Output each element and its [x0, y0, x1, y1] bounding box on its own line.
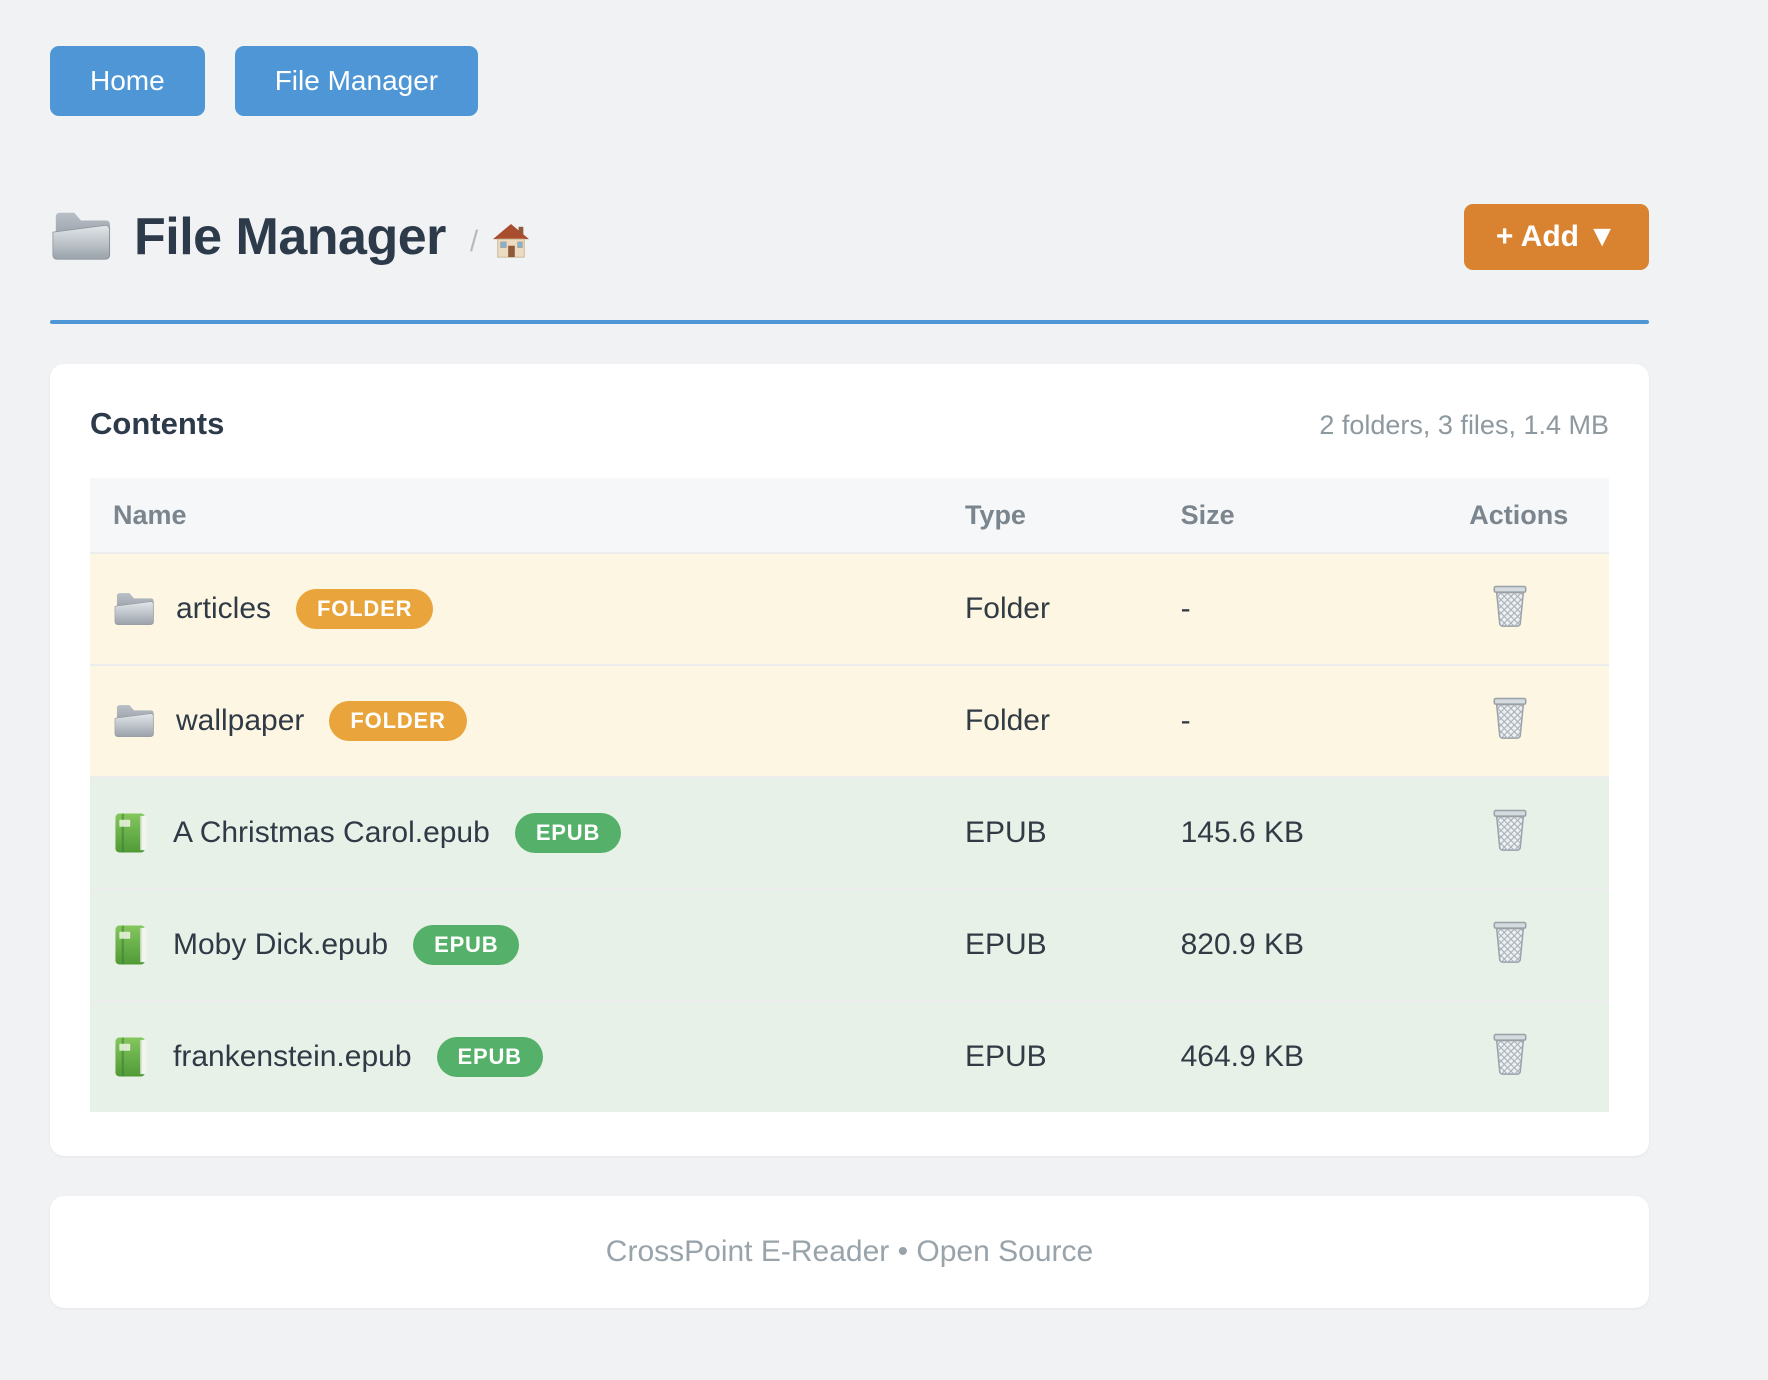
column-header-type: Type	[964, 499, 1026, 530]
trash-icon[interactable]	[1491, 1031, 1529, 1075]
file-name[interactable]: articles	[176, 592, 272, 625]
trash-icon[interactable]	[1491, 695, 1529, 739]
column-header-name: Name	[113, 499, 187, 530]
page-header: File Manager / + Add ▼	[50, 204, 1649, 270]
file-name[interactable]: wallpaper	[176, 704, 305, 737]
file-name[interactable]: A Christmas Carol.epub	[173, 816, 490, 849]
page-title: File Manager	[134, 208, 446, 266]
book-icon	[113, 1036, 149, 1078]
type-badge: FOLDER	[329, 701, 467, 741]
contents-summary: 2 folders, 3 files, 1.4 MB	[1319, 410, 1609, 440]
trash-icon[interactable]	[1491, 919, 1529, 963]
table-row[interactable]: frankenstein.epub EPUB EPUB 464.9 KB	[90, 1000, 1609, 1112]
table-row[interactable]: A Christmas Carol.epub EPUB EPUB 145.6 K…	[90, 776, 1609, 888]
home-icon[interactable]	[492, 223, 530, 259]
file-name[interactable]: Moby Dick.epub	[173, 928, 389, 961]
size-cell: -	[1180, 592, 1191, 625]
file-name[interactable]: frankenstein.epub	[173, 1040, 412, 1073]
folder-icon	[113, 591, 155, 628]
type-badge: FOLDER	[296, 589, 434, 629]
add-button[interactable]: + Add ▼	[1463, 204, 1649, 270]
table-header: Name Type Size Actions	[90, 478, 1609, 552]
type-cell: EPUB	[964, 928, 1047, 961]
type-cell: EPUB	[964, 1040, 1047, 1073]
folder-icon	[113, 703, 155, 740]
type-cell: EPUB	[964, 816, 1047, 849]
table-row[interactable]: articles FOLDER Folder -	[90, 552, 1609, 664]
size-cell: 820.9 KB	[1180, 928, 1305, 961]
top-nav: Home File Manager	[50, 46, 1649, 116]
contents-title: Contents	[90, 406, 225, 441]
table-body: articles FOLDER Folder - wallpa	[90, 552, 1609, 1112]
trash-icon[interactable]	[1491, 807, 1529, 851]
breadcrumb: File Manager /	[50, 207, 530, 267]
size-cell: 145.6 KB	[1180, 816, 1305, 849]
type-badge: EPUB	[413, 925, 520, 965]
book-icon	[113, 924, 149, 966]
folder-icon	[50, 210, 112, 264]
footer-text: CrossPoint E-Reader • Open Source	[605, 1235, 1094, 1268]
contents-card: Contents 2 folders, 3 files, 1.4 MB Name…	[50, 364, 1649, 1156]
file-manager-button[interactable]: File Manager	[234, 46, 479, 116]
column-header-actions: Actions	[1469, 499, 1569, 530]
table-row[interactable]: wallpaper FOLDER Folder -	[90, 664, 1609, 776]
size-cell: -	[1180, 704, 1191, 737]
trash-icon[interactable]	[1491, 583, 1529, 627]
home-button[interactable]: Home	[50, 46, 205, 116]
footer: CrossPoint E-Reader • Open Source	[50, 1196, 1649, 1308]
size-cell: 464.9 KB	[1180, 1040, 1305, 1073]
book-icon	[113, 812, 149, 854]
breadcrumb-separator: /	[469, 225, 479, 258]
type-cell: Folder	[964, 704, 1050, 737]
type-badge: EPUB	[436, 1037, 543, 1077]
column-header-size: Size	[1180, 499, 1235, 530]
type-badge: EPUB	[514, 813, 622, 853]
file-table: Name Type Size Actions articles FOLDER F…	[90, 478, 1609, 1112]
type-cell: Folder	[964, 592, 1050, 625]
header-divider	[50, 320, 1649, 324]
table-row[interactable]: Moby Dick.epub EPUB EPUB 820.9 KB	[90, 888, 1609, 1000]
